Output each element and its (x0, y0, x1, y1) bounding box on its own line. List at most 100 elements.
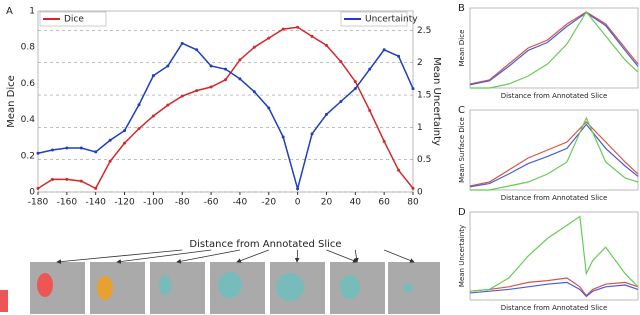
ct-image (150, 262, 205, 314)
y2-tick-label: 0.5 (417, 155, 431, 165)
y2-tick-label: 1 (417, 123, 423, 133)
y2-tick-label: 1.5 (417, 91, 431, 101)
panel-label: B (458, 3, 465, 14)
point (36, 151, 40, 155)
x-tick-label: 20 (321, 198, 333, 208)
y2-axis-label: Mean Uncertainty (431, 57, 442, 146)
point (180, 94, 184, 98)
point (123, 141, 127, 145)
legend-box (39, 11, 107, 27)
point (397, 168, 401, 172)
x-axis-label: Distance from Annotated Slice (501, 304, 608, 312)
point (310, 34, 314, 38)
x-tick-label: 60 (378, 198, 390, 208)
series-line (469, 11, 639, 85)
x-tick-label: -140 (85, 198, 106, 208)
y-tick-label: 0.2 (21, 151, 35, 161)
arrow (56, 249, 183, 265)
y-tick-label: 0.4 (21, 115, 36, 125)
point (324, 112, 328, 116)
panel-label: A (6, 6, 13, 17)
y2-tick-label: 2 (417, 58, 423, 68)
point (50, 148, 54, 152)
point (209, 64, 213, 68)
ct-images (0, 262, 440, 314)
point (166, 103, 170, 107)
organ (218, 272, 242, 298)
arrow (326, 249, 358, 263)
organ (159, 275, 171, 295)
plot-frame (37, 10, 414, 193)
point (209, 85, 213, 89)
point (281, 27, 285, 31)
y-axis-label: Mean Uncertainty (458, 225, 466, 287)
organ (340, 275, 360, 299)
legend-box (340, 11, 408, 27)
point (94, 186, 98, 190)
x-axis-label: Distance from Annotated Slice (501, 92, 608, 100)
point (382, 139, 386, 143)
point (65, 177, 69, 181)
y-tick-label: 0.8 (21, 43, 36, 53)
legend-label: Dice (64, 15, 84, 25)
point (180, 41, 184, 45)
plot-frame (469, 211, 639, 301)
series-line (470, 10, 639, 89)
point (79, 146, 83, 150)
series-line (469, 123, 639, 188)
point (368, 109, 372, 113)
x-tick-label: -40 (233, 198, 248, 208)
point (339, 60, 343, 64)
point (224, 78, 227, 82)
colorbar (0, 290, 8, 312)
arrow (384, 249, 415, 263)
point (50, 177, 54, 181)
series-line (469, 215, 639, 292)
x-tick-label: -80 (175, 198, 190, 208)
x-axis-label: Distance from Annotated Slice (189, 239, 341, 250)
arrow (176, 249, 240, 264)
x-tick-label: 0 (295, 198, 301, 208)
point (252, 45, 256, 49)
point (296, 187, 300, 191)
point (195, 48, 199, 52)
point (267, 106, 271, 110)
series-line (469, 281, 639, 298)
x-tick-label: -120 (114, 198, 135, 208)
y-axis-label: Mean Surface Dice (458, 117, 466, 183)
point (224, 67, 227, 71)
point (397, 54, 401, 58)
point (108, 138, 112, 142)
organ (97, 276, 113, 300)
panel-label: C (458, 105, 465, 116)
point (137, 103, 141, 107)
x-tick-label: -160 (57, 198, 78, 208)
arrow (116, 249, 212, 264)
point (310, 132, 314, 136)
point (281, 135, 285, 139)
point (108, 159, 112, 163)
x-tick-label: 40 (350, 198, 362, 208)
series-line (469, 277, 639, 297)
point (382, 48, 386, 52)
point (296, 25, 300, 29)
panel-label: D (458, 207, 466, 218)
organ (403, 283, 413, 293)
point (252, 90, 256, 94)
x-tick-label: -60 (204, 198, 219, 208)
point (65, 146, 69, 150)
organ (276, 273, 304, 301)
series-line (469, 121, 639, 187)
x-tick-label: 80 (407, 198, 419, 208)
point (411, 186, 415, 190)
arrow (236, 249, 269, 263)
point (166, 64, 170, 68)
ct-image (388, 262, 440, 314)
point (151, 74, 155, 78)
y-tick-label: 0 (29, 188, 35, 198)
y2-tick-label: 2.5 (417, 26, 431, 36)
x-tick-label: -100 (143, 198, 164, 208)
organ (37, 273, 53, 297)
x-tick-label: -180 (28, 198, 49, 208)
